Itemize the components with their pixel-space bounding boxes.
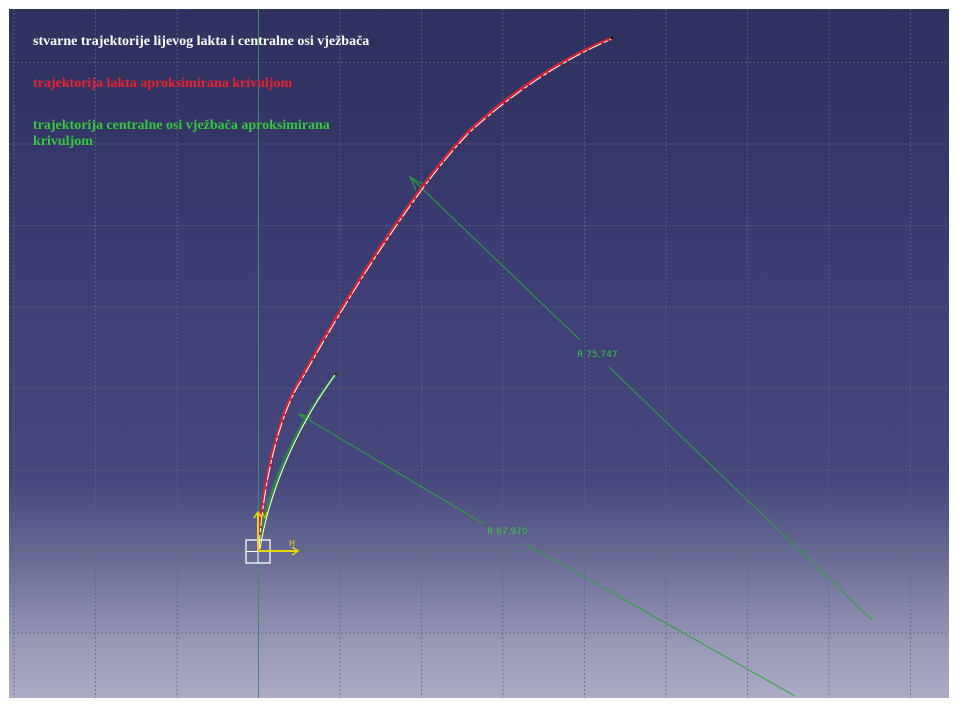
frame-border-top (0, 0, 961, 9)
axis-curve-endpoint (334, 372, 338, 376)
h-axis-label: H (289, 539, 295, 548)
frame-border-left (0, 0, 9, 705)
dimension-label-axis[interactable]: R 67,970 (487, 527, 528, 537)
sketch-origin-widget[interactable]: H V (245, 510, 300, 564)
legend-elbow-approximation: trajektorija lakta aproksimirana krivulj… (33, 76, 293, 91)
elbow-curve-endpoint (610, 36, 614, 40)
legend-axis-approximation: trajektorija centralne osi vježbača apro… (33, 118, 330, 149)
dimension-arrow-head (408, 175, 423, 191)
h-axis-arrowhead (291, 546, 300, 556)
dimension-line-lower (523, 542, 796, 697)
dimension-elbow-radius[interactable]: R 75,747 (408, 175, 873, 621)
frame-border-right (949, 0, 961, 705)
dimension-line-upper (409, 176, 581, 341)
dimension-line-lower (608, 366, 873, 621)
frame-border-bottom (0, 698, 961, 705)
sketch-grid (9, 9, 949, 698)
dimension-label-elbow[interactable]: R 75,747 (577, 350, 618, 360)
elbow-trajectory-actual-curve[interactable] (258, 38, 613, 550)
dimension-line-upper (298, 413, 485, 525)
legend-actual-trajectories: stvarne trajektorije lijevog lakta i cen… (33, 34, 370, 49)
axis-trajectory-actual-curve[interactable] (259, 374, 336, 550)
v-axis-label: V (262, 511, 268, 520)
dimension-axis-radius[interactable]: R 67,970 (297, 413, 796, 697)
elbow-trajectory-approx-curve[interactable] (256, 36, 613, 550)
v-axis-arrowhead (253, 510, 263, 519)
